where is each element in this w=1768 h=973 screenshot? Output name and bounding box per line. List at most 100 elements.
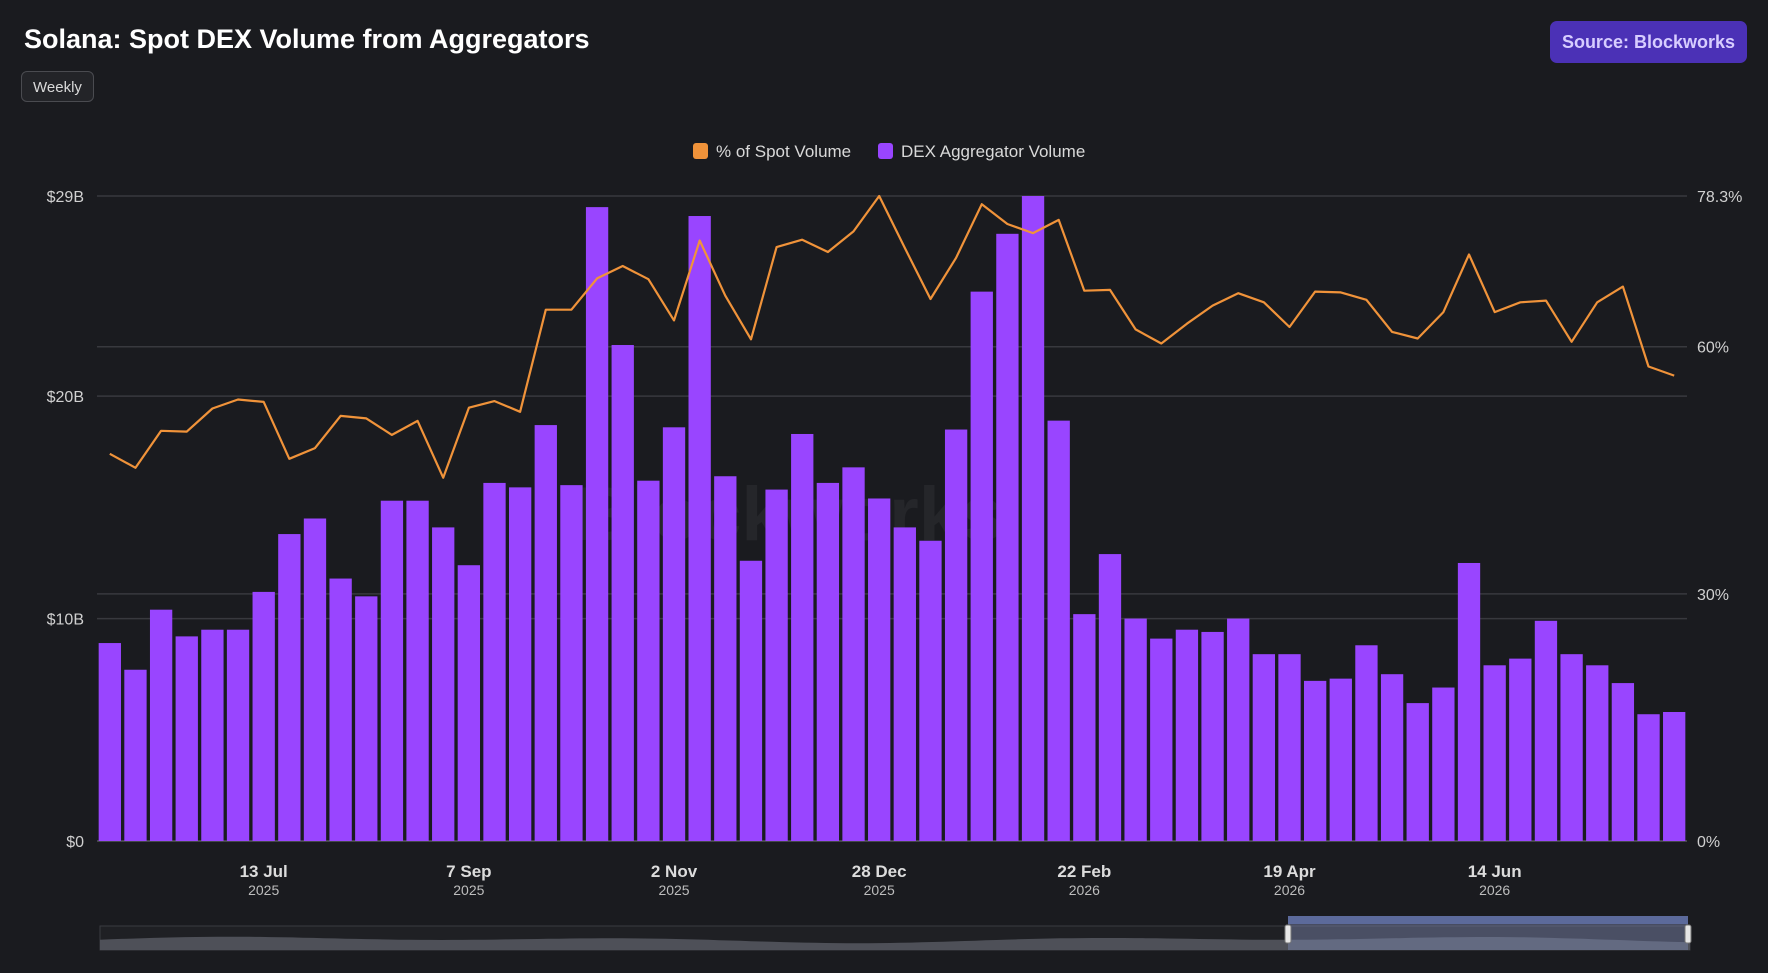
line-point[interactable]: [1313, 289, 1318, 294]
bar[interactable]: [611, 345, 634, 841]
line-point[interactable]: [851, 229, 856, 234]
bar[interactable]: [1073, 614, 1096, 841]
line-point[interactable]: [1467, 252, 1472, 257]
bar[interactable]: [380, 500, 404, 841]
line-point[interactable]: [1210, 303, 1215, 308]
bar[interactable]: [1278, 654, 1301, 841]
line-point[interactable]: [107, 451, 112, 456]
navigator-handle-left[interactable]: [1284, 924, 1292, 944]
range-navigator[interactable]: [99, 916, 1692, 951]
bar[interactable]: [585, 207, 609, 841]
bar[interactable]: [1150, 638, 1173, 841]
line-point[interactable]: [184, 429, 189, 434]
frequency-button[interactable]: Weekly: [21, 71, 94, 102]
bar[interactable]: [1201, 631, 1224, 841]
bar[interactable]: [970, 291, 993, 841]
line-point[interactable]: [389, 432, 394, 437]
line-point[interactable]: [1261, 300, 1266, 305]
bar[interactable]: [149, 609, 173, 841]
line-point[interactable]: [492, 399, 497, 404]
line-point[interactable]: [1543, 298, 1548, 303]
line-point[interactable]: [1672, 373, 1677, 378]
line-point[interactable]: [1595, 300, 1600, 305]
bar[interactable]: [252, 591, 275, 841]
line-point[interactable]: [236, 397, 241, 402]
line-point[interactable]: [518, 409, 523, 414]
line-point[interactable]: [1620, 284, 1625, 289]
line-point[interactable]: [441, 475, 446, 480]
line-point[interactable]: [902, 245, 907, 250]
bar[interactable]: [1406, 703, 1429, 841]
line-point[interactable]: [312, 446, 317, 451]
bar[interactable]: [791, 433, 814, 841]
bar[interactable]: [1355, 645, 1378, 841]
bar[interactable]: [1611, 683, 1635, 841]
bar[interactable]: [1252, 654, 1276, 841]
bar[interactable]: [1432, 687, 1455, 841]
bar[interactable]: [868, 498, 891, 841]
line-point[interactable]: [928, 296, 933, 301]
line-point[interactable]: [1569, 339, 1574, 344]
bar[interactable]: [1637, 714, 1660, 841]
line-point[interactable]: [1415, 336, 1420, 341]
bar[interactable]: [1560, 654, 1583, 841]
line-point[interactable]: [1492, 310, 1497, 315]
line-point[interactable]: [1338, 290, 1343, 295]
bar[interactable]: [303, 518, 327, 842]
bar[interactable]: [1509, 658, 1532, 841]
line-point[interactable]: [261, 399, 266, 404]
line-point[interactable]: [1390, 329, 1395, 334]
bar[interactable]: [714, 476, 737, 841]
line-point[interactable]: [543, 307, 548, 312]
bar[interactable]: [483, 482, 506, 841]
line-point[interactable]: [1005, 222, 1010, 227]
legend-item[interactable]: DEX Aggregator Volume: [878, 142, 1085, 161]
bar[interactable]: [1021, 196, 1045, 841]
line-point[interactable]: [1133, 327, 1138, 332]
line-point[interactable]: [159, 428, 164, 433]
line-point[interactable]: [800, 237, 805, 242]
line-point[interactable]: [1107, 287, 1112, 292]
bar[interactable]: [432, 527, 455, 841]
bar[interactable]: [1098, 554, 1122, 841]
line-point[interactable]: [415, 418, 420, 423]
bar[interactable]: [98, 643, 121, 841]
bar[interactable]: [637, 480, 660, 841]
bar[interactable]: [1380, 674, 1404, 841]
line-point[interactable]: [1518, 300, 1523, 305]
line-point[interactable]: [1364, 297, 1369, 302]
line-point[interactable]: [1236, 291, 1241, 296]
line-point[interactable]: [1159, 341, 1164, 346]
line-point[interactable]: [338, 413, 343, 418]
bar[interactable]: [893, 527, 916, 841]
line-point[interactable]: [774, 245, 779, 250]
line-point[interactable]: [723, 293, 728, 298]
bar[interactable]: [842, 467, 865, 841]
bar[interactable]: [1586, 665, 1609, 841]
line-point[interactable]: [1441, 310, 1446, 315]
line-point[interactable]: [697, 238, 702, 243]
bar[interactable]: [996, 233, 1019, 841]
line-point[interactable]: [287, 456, 292, 461]
line-point[interactable]: [1056, 217, 1061, 222]
bar[interactable]: [662, 427, 686, 841]
line-point[interactable]: [1031, 231, 1036, 236]
line-point[interactable]: [646, 277, 651, 282]
line-point[interactable]: [1082, 288, 1087, 293]
bar[interactable]: [1483, 665, 1506, 841]
bar[interactable]: [1124, 618, 1147, 841]
line-point[interactable]: [672, 318, 677, 323]
line-point[interactable]: [466, 405, 471, 410]
legend[interactable]: % of Spot Volume DEX Aggregator Volume: [693, 142, 1085, 161]
bar[interactable]: [560, 485, 583, 841]
line-point[interactable]: [133, 465, 138, 470]
bar[interactable]: [534, 425, 557, 841]
line-point[interactable]: [979, 202, 984, 207]
bar[interactable]: [175, 636, 198, 841]
bar[interactable]: [1457, 562, 1481, 841]
bar[interactable]: [457, 565, 481, 841]
bar[interactable]: [124, 669, 147, 841]
bar[interactable]: [765, 489, 788, 841]
bar[interactable]: [688, 216, 711, 842]
line-point[interactable]: [364, 416, 369, 421]
